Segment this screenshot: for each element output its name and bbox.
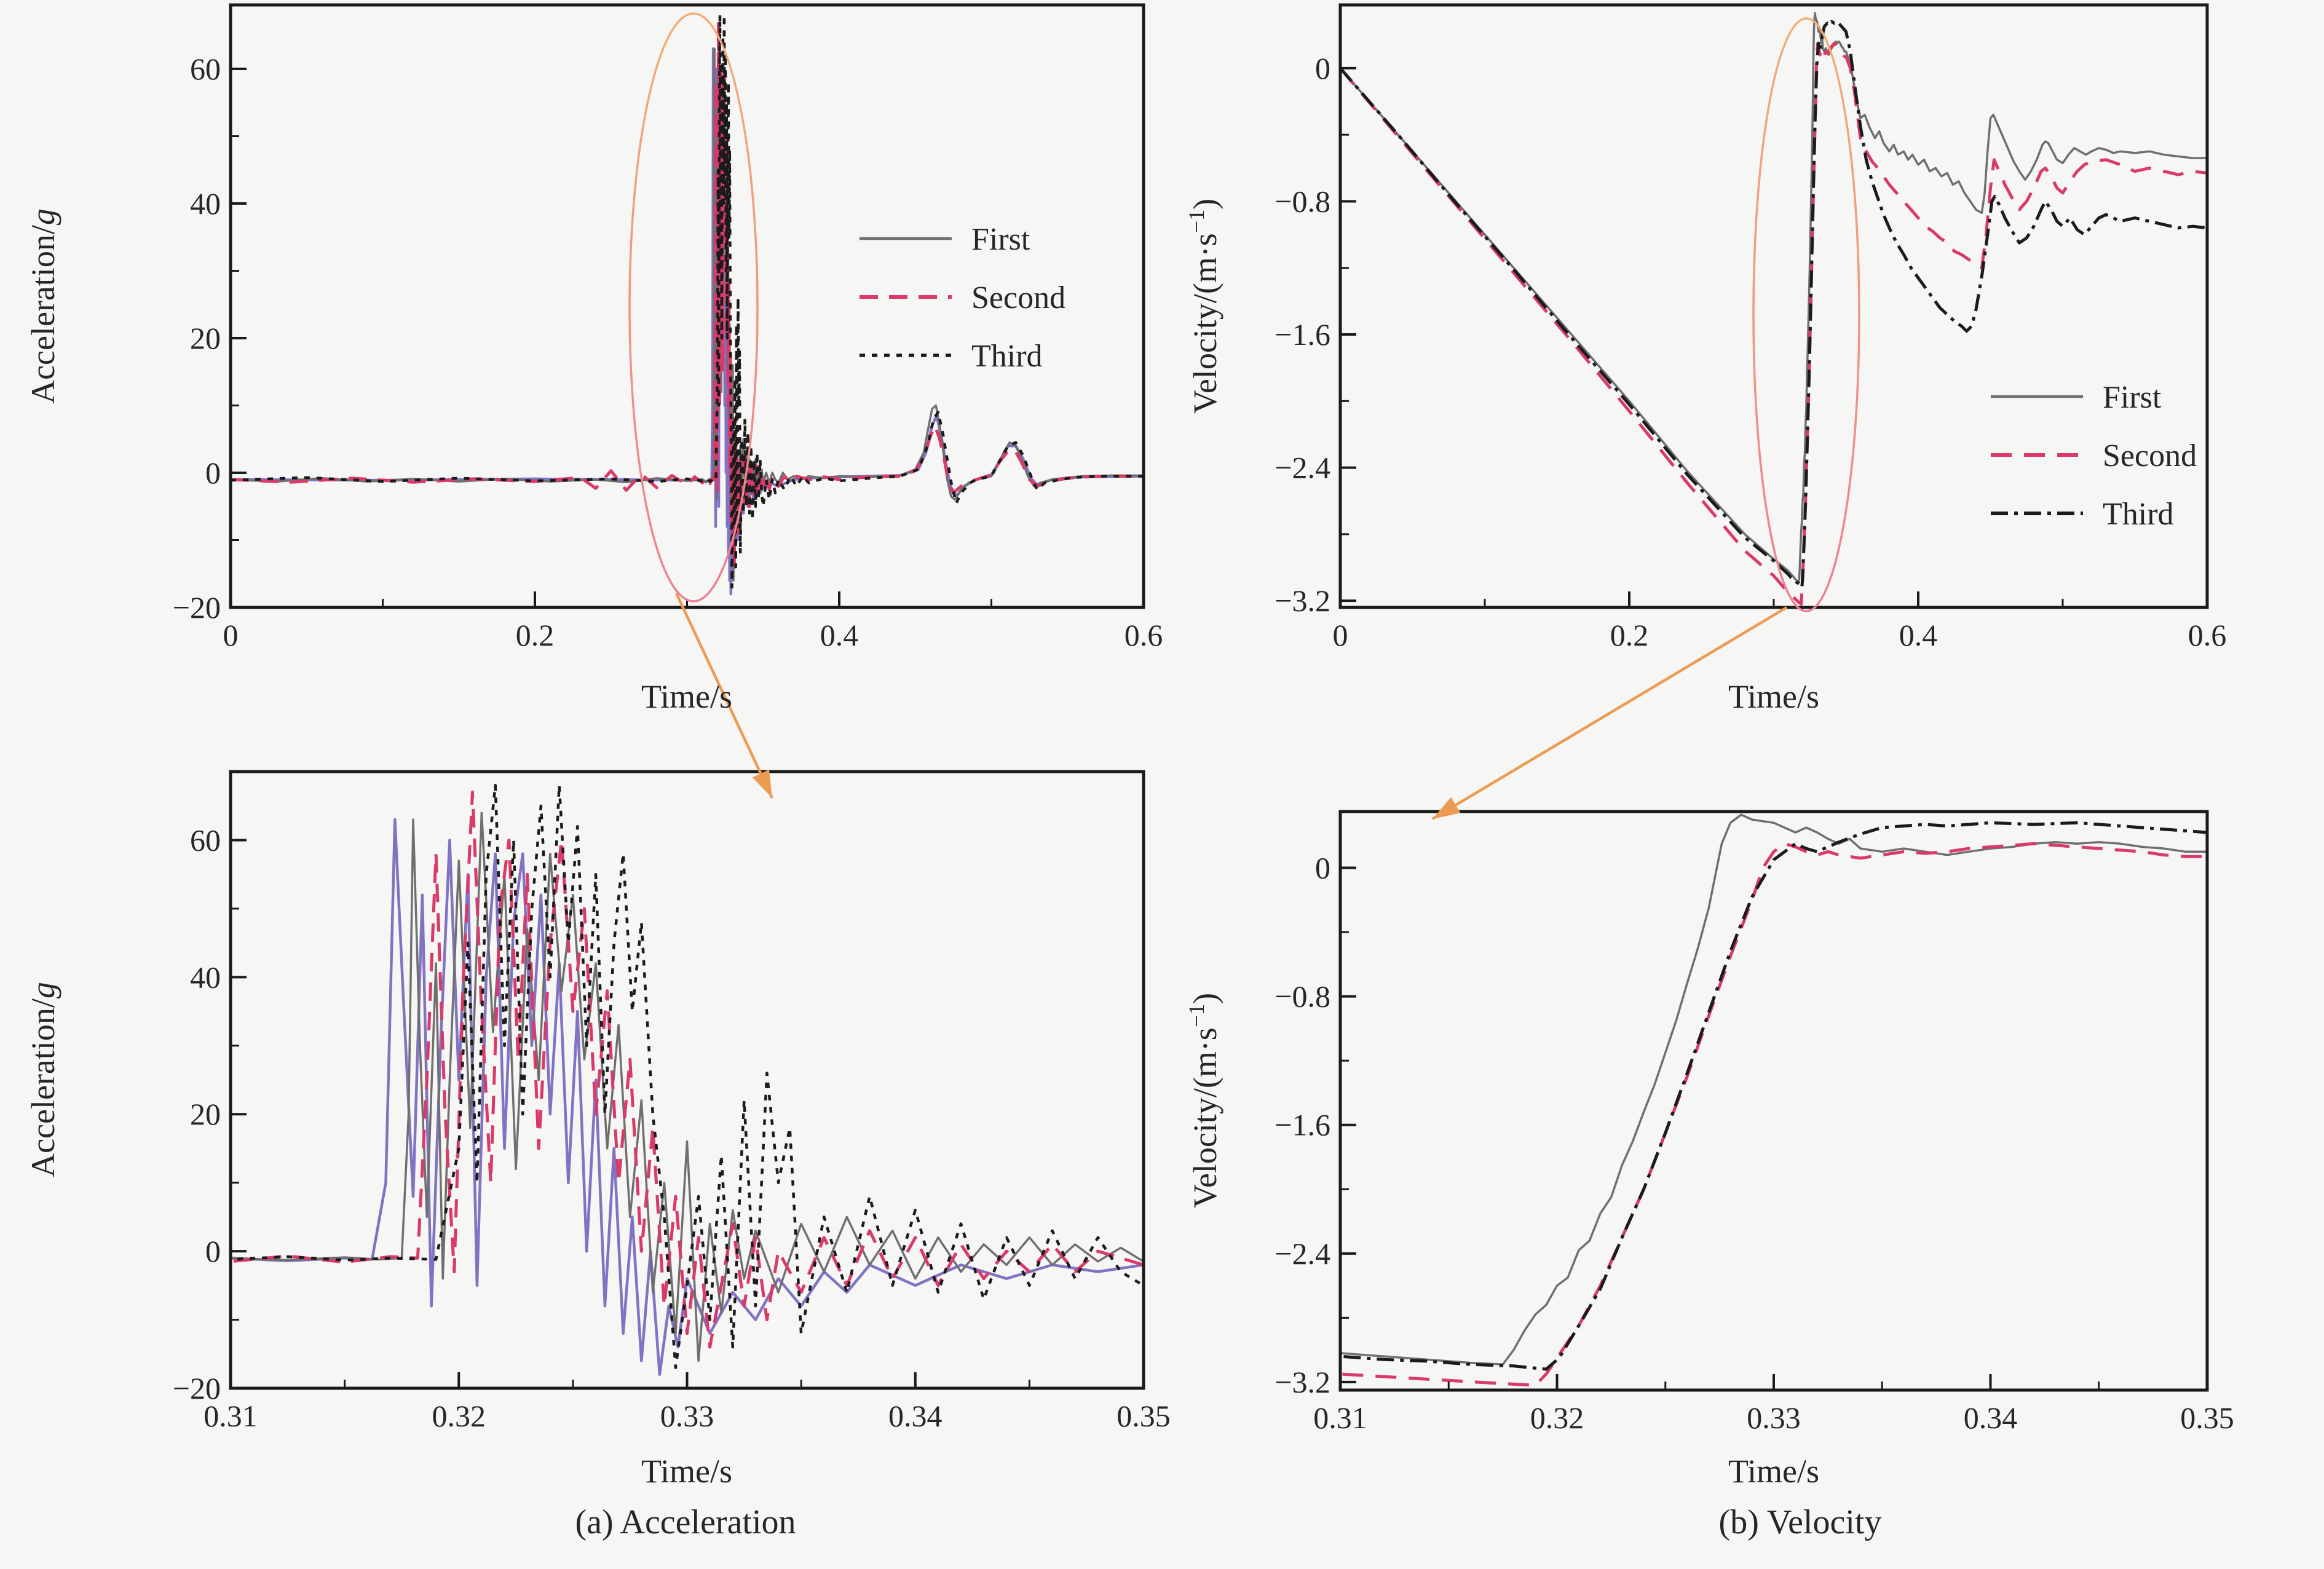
panel-accel-full-ytick-label: 20 xyxy=(190,321,221,355)
panel-accel-zoom-xtick-label: 0.34 xyxy=(888,1399,943,1433)
panel-accel-zoom-xtick-label: 0.33 xyxy=(660,1399,714,1433)
callout-ellipse-velocity xyxy=(1752,17,1860,612)
ylabel-velocity: Velocity/(m·s−1) xyxy=(1184,993,1223,1208)
xlabel-accel-full: Time/s xyxy=(641,678,733,715)
panel-vel-full: 0 0.2 0.4 0.6 0 −0.8 −1.6 −2.4 −3.2 xyxy=(1275,3,2226,652)
panel-vel-full-xtick-label: 0.6 xyxy=(2188,618,2227,652)
panel-vel-full-ytick-label: −1.6 xyxy=(1275,317,1330,352)
panel-vel-full-ytick-label: −2.4 xyxy=(1275,451,1330,485)
panel-vel-full-ticks: 0 0.2 0.4 0.6 0 −0.8 −1.6 −2.4 −3.2 xyxy=(1275,51,2226,652)
legend-velocity: First Second Third xyxy=(1991,380,2197,532)
xlabel-vel-full: Time/s xyxy=(1728,678,1820,715)
panel-vel-full-series-third xyxy=(1340,20,2207,589)
panel-accel-zoom-ytick-label: 60 xyxy=(190,823,221,857)
panel-accel-full-series-first xyxy=(231,41,1144,582)
panel-vel-zoom-ytick-label: −1.6 xyxy=(1275,1108,1330,1142)
legend-label-second: Second xyxy=(2103,438,2197,473)
panel-vel-zoom-frame xyxy=(1338,810,2209,1392)
panel-vel-zoom-series-first xyxy=(1340,813,2207,1365)
ylabel-acceleration: Acceleration/g xyxy=(25,982,61,1177)
panel-accel-zoom-ytick-label: −20 xyxy=(173,1371,221,1405)
panel-accel-zoom-xtick-label: 0.32 xyxy=(432,1399,486,1433)
panel-accel-full-ytick-label: 0 xyxy=(205,456,221,490)
panel-vel-zoom-series-third xyxy=(1340,821,2207,1371)
panel-accel-zoom-ytick-label: 0 xyxy=(205,1234,221,1268)
panel-accel-zoom-series-unlabeled-purple-trace xyxy=(231,818,1144,1376)
panel-accel-zoom-ytick-label: 40 xyxy=(190,960,221,994)
callout-arrow-acceleration-head xyxy=(752,769,772,798)
panel-vel-zoom-ticks: 0.31 0.32 0.33 0.34 0.35 0 −0.8 −1.6 −2.4 −3.2 xyxy=(1275,850,2234,1435)
panel-accel-full-ytick-label: 40 xyxy=(190,186,221,221)
panel-vel-zoom-series xyxy=(1340,813,2207,1387)
panel-vel-full-series xyxy=(1340,12,2207,606)
panel-accel-zoom-series-second xyxy=(231,790,1144,1349)
panel-accel-zoom: 0.31 0.32 0.33 0.34 0.35 −20 0 20 40 60 xyxy=(173,770,1171,1433)
panel-vel-zoom: 0.31 0.32 0.33 0.34 0.35 0 −0.8 −1.6 −2.4 −3.2 xyxy=(1275,810,2234,1435)
callout-arrow-velocity xyxy=(1431,606,1788,820)
panel-vel-full-xtick-label: 0.4 xyxy=(1899,618,1938,652)
panel-accel-zoom-series xyxy=(231,784,1144,1376)
legend-label-first: First xyxy=(2103,380,2162,415)
panel-vel-full-ytick-label: −0.8 xyxy=(1275,184,1330,218)
callout-ellipse-acceleration xyxy=(628,12,759,603)
legend-label-third: Third xyxy=(971,339,1043,374)
panel-vel-zoom-series-second xyxy=(1340,842,2207,1387)
panel-vel-zoom-xtick-label: 0.32 xyxy=(1530,1401,1584,1435)
panel-accel-zoom-xtick-label: 0.31 xyxy=(204,1399,258,1433)
panel-vel-zoom-xtick-label: 0.31 xyxy=(1313,1401,1367,1435)
panel-vel-full-ytick-label: 0 xyxy=(1315,51,1330,85)
panel-vel-zoom-ytick-label: −3.2 xyxy=(1275,1365,1330,1399)
panel-vel-zoom-ytick-label: 0 xyxy=(1315,850,1330,885)
ylabel-acceleration: Acceleration/g xyxy=(25,208,61,404)
panel-accel-zoom-xtick-label: 0.35 xyxy=(1117,1399,1171,1433)
panel-accel-zoom-series-first xyxy=(231,812,1144,1362)
panel-accel-full-xtick-label: 0.6 xyxy=(1124,618,1163,652)
panel-accel-full-ytick-label: 60 xyxy=(190,52,221,86)
panel-accel-full-series-unlabeled-purple-trace xyxy=(231,47,1144,596)
panel-accel-full-ytick-label: −20 xyxy=(173,590,221,625)
panel-accel-zoom-series-third xyxy=(231,784,1144,1369)
panel-vel-full-xtick-label: 0 xyxy=(1333,618,1348,652)
caption-a: (a) Acceleration xyxy=(575,1503,796,1541)
panel-vel-zoom-xtick-label: 0.34 xyxy=(1964,1401,2018,1435)
panel-vel-full-xtick-label: 0.2 xyxy=(1610,618,1649,652)
caption-b: (b) Velocity xyxy=(1718,1503,1882,1541)
panel-vel-full-series-first xyxy=(1340,12,2207,584)
panel-accel-zoom-ticks: 0.31 0.32 0.33 0.34 0.35 −20 0 20 40 60 xyxy=(173,823,1171,1433)
panel-accel-full-xtick-label: 0 xyxy=(223,618,239,652)
panel-accel-zoom-ytick-label: 20 xyxy=(190,1097,221,1131)
panel-accel-full-xtick-label: 0.4 xyxy=(820,618,859,652)
xlabel-vel-zoom: Time/s xyxy=(1728,1453,1820,1490)
panel-vel-zoom-xtick-label: 0.35 xyxy=(2180,1401,2234,1435)
panel-accel-zoom-frame xyxy=(229,770,1145,1390)
legend-acceleration: First Second Third xyxy=(860,222,1065,374)
callout-arrow-acceleration xyxy=(674,593,774,799)
panel-accel-full-series xyxy=(231,14,1144,596)
callout-arrow-velocity-head xyxy=(1433,797,1461,819)
xlabel-accel-zoom: Time/s xyxy=(641,1453,733,1490)
ylabel-velocity: Velocity/(m·s−1) xyxy=(1184,199,1223,414)
legend-label-second: Second xyxy=(971,280,1065,315)
panel-vel-zoom-ytick-label: −0.8 xyxy=(1275,979,1330,1014)
panel-vel-full-frame xyxy=(1338,3,2209,609)
legend-label-third: Third xyxy=(2103,497,2174,532)
panel-accel-full-xtick-label: 0.2 xyxy=(516,618,555,652)
panel-vel-full-series-second xyxy=(1340,41,2207,606)
panel-vel-full-ytick-label: −3.2 xyxy=(1275,583,1330,618)
panel-vel-zoom-ytick-label: −2.4 xyxy=(1275,1236,1330,1271)
panel-accel-full-series-third xyxy=(231,14,1144,589)
legend-label-first: First xyxy=(971,222,1030,257)
panel-vel-zoom-xtick-label: 0.33 xyxy=(1747,1401,1801,1435)
